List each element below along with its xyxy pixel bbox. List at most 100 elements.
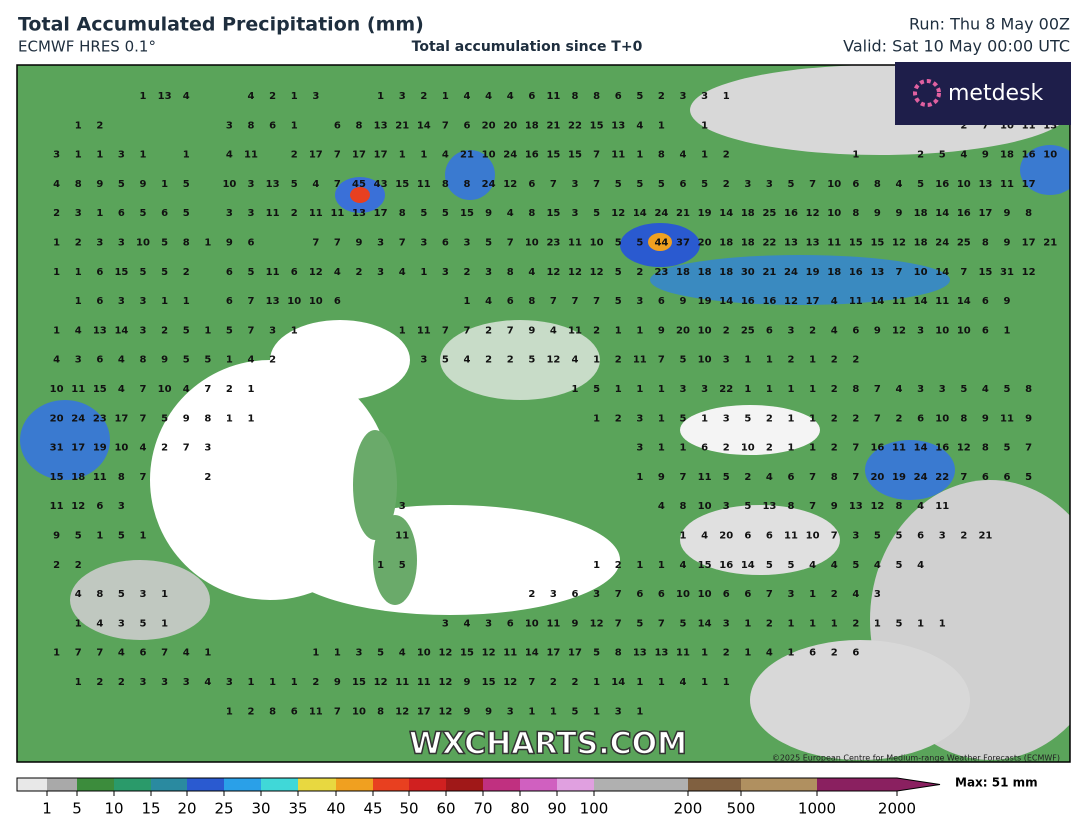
point-value: 7	[809, 179, 816, 190]
point-value: 5	[485, 238, 492, 249]
point-value: 21	[676, 208, 690, 219]
point-value: 4	[248, 91, 255, 102]
point-value: 1	[96, 208, 103, 219]
point-value: 1	[161, 296, 168, 307]
point-value: 5	[572, 706, 579, 717]
point-value: 1	[809, 384, 816, 395]
point-value: 24	[914, 472, 928, 483]
point-value: 16	[957, 208, 971, 219]
point-value: 11	[244, 150, 258, 161]
point-value: 9	[356, 238, 363, 249]
point-value: 7	[550, 179, 557, 190]
point-value: 31	[50, 443, 64, 454]
point-value: 1	[593, 413, 600, 424]
point-value: 2	[53, 560, 60, 571]
point-value: 2	[420, 91, 427, 102]
point-value: 11	[892, 443, 906, 454]
point-value: 14	[719, 208, 733, 219]
point-value: 5	[788, 179, 795, 190]
point-value: 12	[503, 179, 517, 190]
point-value: 1	[442, 91, 449, 102]
point-value: 5	[291, 179, 298, 190]
point-value: 11	[698, 472, 712, 483]
point-value: 1	[680, 531, 687, 542]
point-value: 11	[309, 208, 323, 219]
heavy-precip	[1020, 145, 1070, 195]
colorbar-tick-label: 90	[547, 800, 566, 818]
point-value: 6	[852, 179, 859, 190]
point-value: 5	[636, 238, 643, 249]
point-value: 12	[784, 296, 798, 307]
point-value: 4	[831, 296, 838, 307]
point-value: 4	[442, 150, 449, 161]
point-value: 3	[939, 531, 946, 542]
point-value: 2	[507, 355, 514, 366]
point-value: 4	[118, 384, 125, 395]
point-value: 12	[892, 325, 906, 336]
point-value: 7	[507, 238, 514, 249]
point-value: 2	[615, 560, 622, 571]
point-value: 5	[140, 208, 147, 219]
point-value: 1	[334, 648, 341, 659]
point-value: 22	[719, 384, 733, 395]
point-value: 2	[183, 267, 190, 278]
colorbar-tick-label: 80	[510, 800, 529, 818]
point-value: 3	[118, 238, 125, 249]
point-value: 2	[831, 355, 838, 366]
point-value: 15	[978, 267, 992, 278]
dry-area	[70, 560, 210, 640]
point-value: 6	[723, 589, 730, 600]
point-value: 1	[658, 560, 665, 571]
point-value: 8	[982, 238, 989, 249]
point-value: 2	[636, 267, 643, 278]
point-value: 1	[161, 589, 168, 600]
point-value: 7	[572, 296, 579, 307]
point-value: 4	[464, 618, 471, 629]
colorbar-segment	[483, 778, 520, 791]
point-value: 5	[377, 648, 384, 659]
point-value: 13	[806, 238, 820, 249]
point-value: 11	[633, 355, 647, 366]
point-value: 7	[1025, 443, 1032, 454]
point-value: 1	[312, 648, 319, 659]
point-value: 3	[723, 618, 730, 629]
point-value: 7	[809, 472, 816, 483]
point-value: 10	[352, 706, 366, 717]
point-value: 1	[420, 150, 427, 161]
point-value: 1	[161, 618, 168, 629]
point-value: 7	[248, 296, 255, 307]
point-value: 45	[352, 179, 366, 190]
point-value: 11	[935, 501, 949, 512]
point-value: 4	[766, 472, 773, 483]
point-value: 5	[939, 150, 946, 161]
point-value: 12	[438, 648, 452, 659]
point-value: 1	[291, 677, 298, 688]
point-value: 2	[831, 413, 838, 424]
heavy-precip	[865, 440, 955, 500]
point-value: 11	[71, 384, 85, 395]
point-value: 4	[874, 560, 881, 571]
point-value: 22	[935, 472, 949, 483]
point-value: 1	[140, 150, 147, 161]
colorbar-tick-label: 15	[141, 800, 160, 818]
point-value: 15	[590, 120, 604, 131]
point-value: 6	[658, 589, 665, 600]
point-value: 7	[852, 472, 859, 483]
point-value: 2	[723, 179, 730, 190]
point-value: 6	[982, 296, 989, 307]
point-value: 4	[766, 648, 773, 659]
point-value: 4	[680, 677, 687, 688]
point-value: 17	[352, 150, 366, 161]
point-value: 5	[248, 267, 255, 278]
point-value: 8	[140, 355, 147, 366]
point-value: 3	[269, 325, 276, 336]
point-value: 12	[71, 501, 85, 512]
point-value: 1	[615, 325, 622, 336]
point-value: 19	[698, 296, 712, 307]
point-value: 23	[93, 413, 107, 424]
point-value: 8	[183, 238, 190, 249]
point-value: 1	[75, 296, 82, 307]
point-value: 3	[140, 589, 147, 600]
point-value: 3	[507, 706, 514, 717]
point-value: 12	[546, 355, 560, 366]
